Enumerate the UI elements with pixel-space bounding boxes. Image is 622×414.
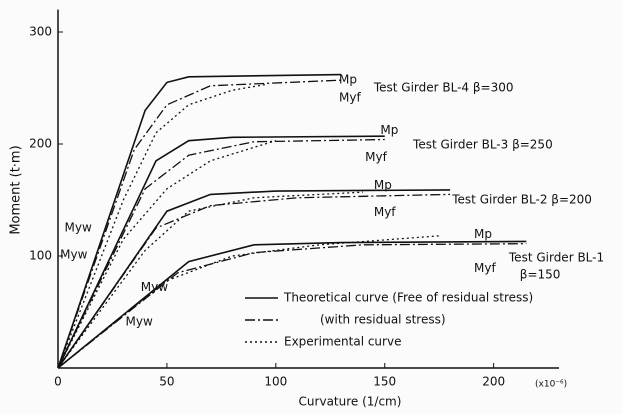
annotation: Myf (365, 150, 387, 164)
curve (57, 193, 451, 369)
x-axis-label: Curvature (1/cm) (299, 395, 402, 409)
annotation: Myf (339, 91, 361, 105)
y-tick-label: 100 (29, 249, 52, 263)
annotation: Mp (339, 73, 357, 87)
annotation: Mp (374, 178, 392, 192)
annotation: Mp (474, 227, 492, 241)
annotation: β=150 (520, 268, 561, 282)
annotation: Mp (380, 123, 398, 137)
curve (57, 243, 527, 369)
curve (57, 73, 342, 369)
curve (57, 140, 277, 369)
x-tick-label: 150 (373, 375, 396, 389)
x-unit: (x10⁻⁶) (535, 380, 567, 390)
annotation: Myf (474, 261, 496, 275)
annotation: Myw (141, 280, 168, 294)
annotation: Test Girder BL-2 β=200 (451, 193, 592, 207)
y-axis-label: Moment (t·m) (9, 145, 24, 234)
x-tick-label: 0 (54, 375, 62, 389)
legend-label: Theoretical curve (Free of residual stre… (283, 291, 533, 305)
x-tick-label: 100 (264, 375, 287, 389)
legend-label: Experimental curve (284, 335, 401, 349)
curve (57, 138, 385, 369)
curve (57, 83, 266, 369)
curve (57, 135, 385, 369)
x-tick-label: 200 (482, 375, 505, 389)
annotation: Test Girder BL-1 (508, 251, 604, 265)
x-tick-label: 50 (159, 375, 174, 389)
y-tick-label: 300 (29, 25, 52, 39)
annotation: Test Girder BL-3 β=250 (412, 138, 553, 152)
annotation: Myw (126, 315, 153, 329)
annotation: Test Girder BL-4 β=300 (373, 81, 514, 95)
curve (57, 240, 527, 369)
y-tick-label: 200 (29, 137, 52, 151)
annotation: Myw (60, 247, 87, 261)
curve (57, 79, 342, 369)
annotation: Myf (374, 205, 396, 219)
legend-label: (with residual stress) (320, 313, 446, 327)
annotation: Myw (65, 221, 92, 235)
